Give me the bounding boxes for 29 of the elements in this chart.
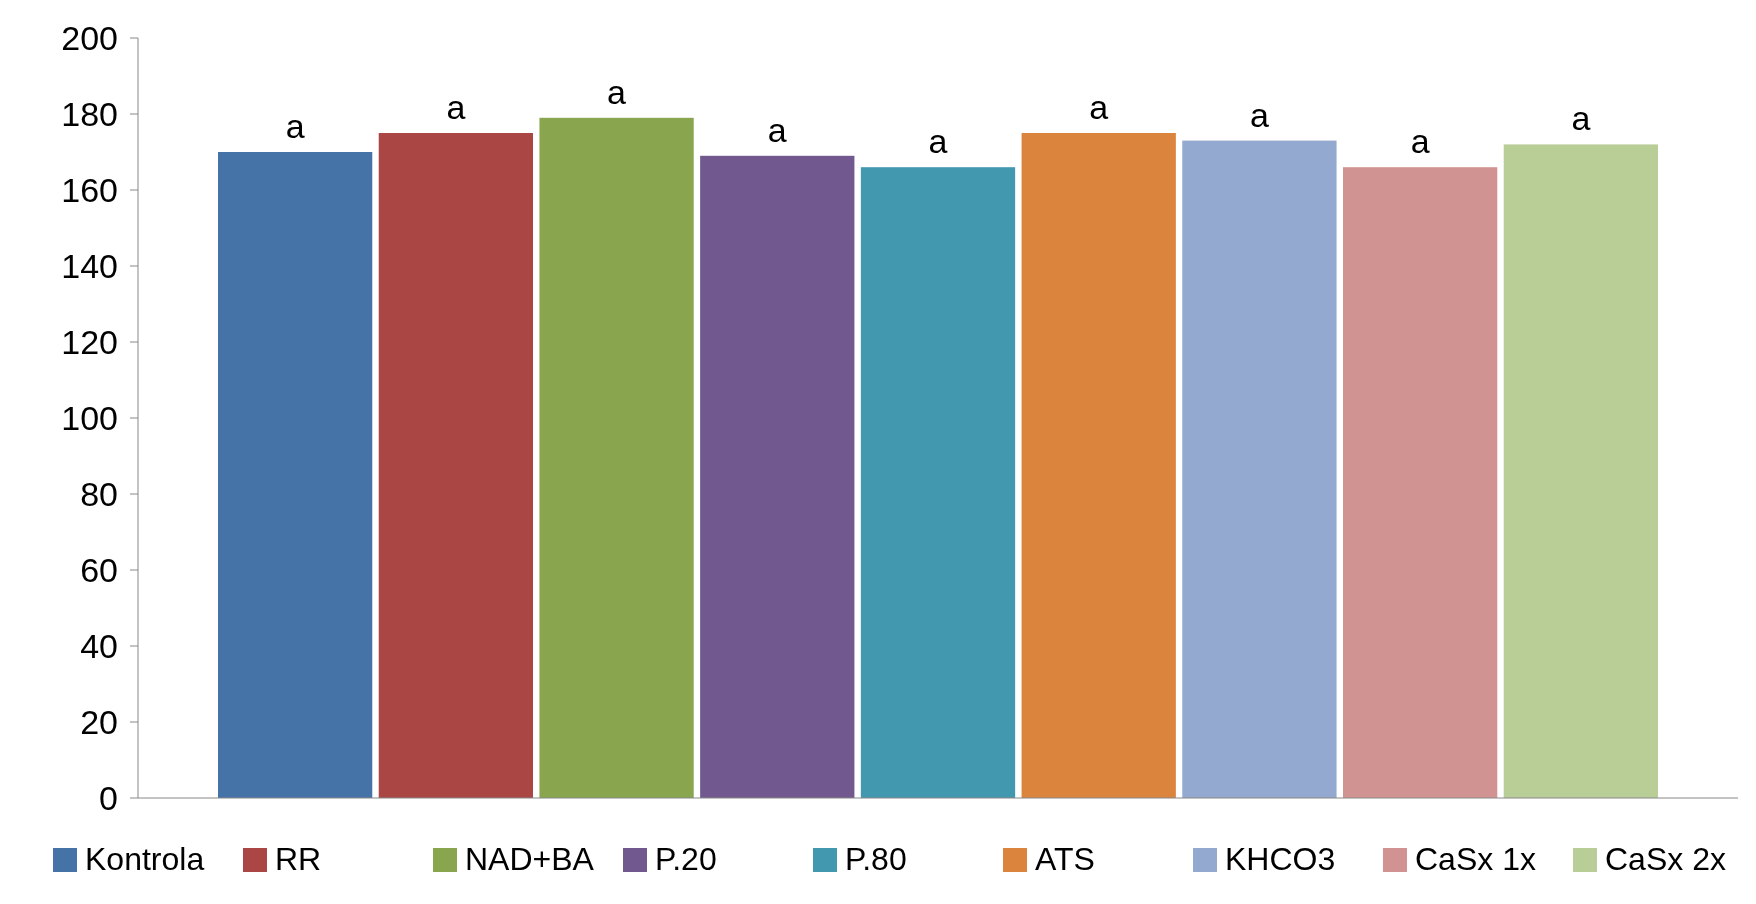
y-tick-label: 80 — [80, 474, 118, 513]
y-tick-label: 160 — [61, 170, 118, 209]
y-tick-label: 120 — [61, 322, 118, 361]
data-label: a — [446, 88, 466, 126]
legend-label: KHCO3 — [1225, 841, 1336, 877]
y-tick-label: 0 — [99, 778, 118, 817]
y-tick-label: 140 — [61, 246, 118, 285]
legend-label: P.80 — [845, 841, 907, 877]
data-label: a — [285, 107, 305, 145]
y-tick-label: 60 — [80, 550, 118, 589]
y-tick-label: 180 — [61, 94, 118, 133]
y-tick-label: 100 — [61, 398, 118, 437]
legend-label: Kontrola — [85, 841, 205, 877]
legend-label: ATS — [1035, 841, 1095, 877]
data-label: a — [928, 122, 948, 161]
legend-label: CaSx 1x — [1415, 841, 1536, 877]
data-label: a — [767, 110, 787, 149]
legend-label: RR — [275, 841, 322, 877]
data-label: a — [1249, 95, 1269, 134]
data-label: a — [1089, 88, 1109, 126]
y-tick-label: 40 — [80, 626, 118, 665]
y-tick-label: 200 — [61, 18, 118, 57]
legend-label: NAD+BA — [465, 841, 595, 877]
data-label: a — [607, 72, 627, 111]
data-label: a — [1410, 122, 1430, 161]
legend-label: P.20 — [655, 841, 717, 877]
data-label: a — [1571, 99, 1591, 138]
y-tick-label: 20 — [80, 702, 118, 741]
legend-label: CaSx 2x — [1605, 841, 1726, 877]
